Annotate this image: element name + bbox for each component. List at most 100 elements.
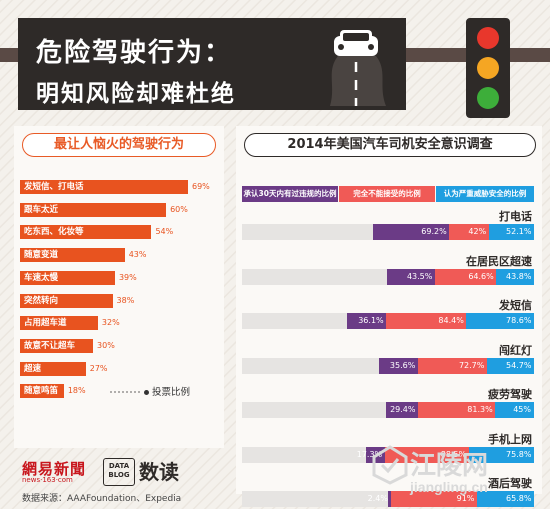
vote-ratio-note: 投票比例	[144, 384, 190, 398]
unacceptable-bar	[434, 268, 497, 285]
annoying-bar-row: 跟车太近 60%	[20, 202, 194, 217]
serious-threat-bar-value: 78.6%	[506, 316, 532, 325]
data-blog-logo: DATA BLOG	[103, 458, 135, 486]
behavior-name: 发短信	[499, 299, 532, 312]
unacceptable-bar-value: 91%	[456, 494, 475, 503]
annoying-bar-label: 突然转向	[24, 295, 59, 306]
survey-row-background	[242, 491, 389, 507]
legend-serious-threat: 认为严重威胁安全的比例	[436, 186, 534, 202]
annoying-bar-value: 69%	[192, 182, 210, 191]
annoying-bar-label: 随意鸣笛	[24, 386, 59, 397]
page-subtitle: 明知风险却难杜绝	[36, 81, 236, 107]
serious-threat-bar-value: 43.8%	[506, 271, 532, 281]
survey-row-background	[242, 268, 388, 285]
annoying-bar-row: 故意不让超车 30%	[20, 338, 121, 353]
admit-violation-bar-value: 17.3%	[356, 449, 383, 459]
serious-threat-bar-value: 75.8%	[506, 449, 532, 459]
serious-threat-bar	[468, 446, 534, 463]
survey-row-background	[242, 224, 374, 240]
annoying-bar	[20, 293, 113, 308]
admit-violation-bar-value: 2.4%	[367, 494, 388, 503]
admit-violation-bar-value: 29.4%	[390, 405, 416, 414]
survey-row-background	[242, 357, 379, 374]
annoying-bar	[20, 270, 115, 285]
annoying-bar	[20, 225, 152, 240]
unacceptable-bar	[449, 224, 490, 240]
annoying-bar-label: 吃东西、化妆等	[24, 227, 84, 238]
annoying-bar-value: 38%	[116, 295, 135, 305]
admit-violation-bar-value: 43.5%	[406, 271, 433, 281]
unacceptable-bar	[417, 357, 487, 374]
annoying-bar	[20, 384, 64, 399]
behavior-name: 手机上网	[488, 432, 532, 446]
serious-threat-bar-value: 54.7%	[506, 360, 532, 370]
serious-threat-bar	[466, 313, 534, 329]
survey-row-track: 36.1% 84.4% 78.6%	[242, 313, 534, 329]
annoying-bar	[20, 338, 94, 353]
legend-admit-violation: 承认30天内有过违规的比例	[242, 186, 338, 202]
admit-violation-bar	[385, 402, 419, 418]
annoying-behaviors-panel: 最让人恼火的驾驶行为 发短信、打电话 69% 跟车太近 60% 吃东西、化妆等 54% 随意…	[14, 126, 224, 448]
annoying-bar-row: 随意鸣笛 18%	[20, 384, 92, 399]
unacceptable-bar-value: 84.4%	[438, 316, 464, 325]
survey-row-track: 17.3% 88.5% 75.8%	[242, 446, 534, 463]
unacceptable-bar	[386, 313, 467, 329]
annoying-bar-value: 18%	[67, 386, 86, 396]
watermark-logo-icon	[372, 445, 408, 485]
unacceptable-bar-value: 88.5%	[440, 449, 467, 459]
annoying-bar-value: 43%	[128, 250, 147, 260]
serious-threat-bar-value: 52.1%	[506, 227, 532, 236]
annoying-bar-label: 随意变道	[24, 250, 59, 261]
car-road-icon	[330, 30, 386, 106]
behavior-name: 打电话	[499, 210, 532, 223]
netease-news-url: news·163·com	[22, 476, 73, 484]
data-source: 数据来源：AAAFoundation、Expedia	[22, 494, 182, 504]
admit-violation-bar	[378, 357, 418, 374]
survey-row-background	[242, 446, 366, 463]
unacceptable-bar-value: 64.6%	[468, 271, 494, 281]
survey-row-track: 29.4% 81.3% 45%	[242, 402, 534, 418]
dudu-logo: 数读	[139, 460, 179, 484]
annoying-bar-label: 发短信、打电话	[24, 182, 84, 192]
annoying-bar-value: 32%	[101, 318, 120, 328]
serious-threat-bar-value: 45%	[513, 405, 531, 414]
annoying-bar-value: 54%	[155, 227, 174, 237]
unacceptable-bar-value: 42%	[468, 227, 487, 236]
serious-threat-bar	[486, 357, 534, 374]
admit-violation-bar	[373, 224, 450, 240]
annoying-bar-label: 车速太慢	[24, 272, 59, 283]
admit-violation-bar	[388, 491, 391, 507]
annoying-bar-value: 39%	[118, 272, 137, 282]
behavior-name: 闯红灯	[499, 343, 532, 357]
behavior-name: 酒后驾驶	[488, 477, 532, 490]
annoying-bar	[20, 180, 188, 194]
annoying-bar	[20, 361, 86, 376]
unacceptable-bar	[418, 402, 496, 418]
annoying-bar-row: 车速太慢 39%	[20, 270, 143, 285]
admit-violation-bar	[387, 268, 435, 285]
annoying-bar	[20, 202, 167, 217]
behavior-name: 疲劳驾驶	[488, 388, 532, 401]
survey-row-track: 69.2% 42% 52.1%	[242, 224, 534, 240]
annoying-bar-value: 60%	[170, 204, 188, 214]
serious-threat-bar	[477, 491, 534, 507]
annoying-bar-label: 跟车太近	[24, 204, 59, 215]
survey-row-track: 43.5% 64.6% 43.8%	[242, 268, 534, 285]
annoying-bar-row: 占用超车道 32%	[20, 316, 126, 331]
survey-row-track: 2.4% 91% 65.8%	[242, 491, 534, 507]
header-banner: 危险驾驶行为： 明知风险却难杜绝	[18, 18, 406, 110]
serious-threat-bar-value: 65.8%	[506, 494, 532, 503]
admit-violation-bar-value: 35.6%	[389, 360, 416, 370]
survey-row-background	[242, 402, 386, 418]
serious-threat-bar	[495, 402, 534, 418]
annoying-bar-value: 27%	[89, 363, 108, 373]
serious-threat-bar	[496, 268, 534, 285]
annoying-bar-label: 占用超车道	[24, 318, 67, 329]
annoying-bar-row: 发短信、打电话 69%	[20, 180, 216, 194]
serious-threat-bar	[489, 224, 534, 240]
traffic-light-icon	[466, 18, 510, 118]
watermark: 江陵网 jiangling.cn	[372, 445, 488, 495]
unacceptable-bar	[390, 491, 478, 507]
survey-row-track: 35.6% 72.7% 54.7%	[242, 357, 534, 374]
annoying-bar-row: 随意变道 43%	[20, 248, 153, 263]
